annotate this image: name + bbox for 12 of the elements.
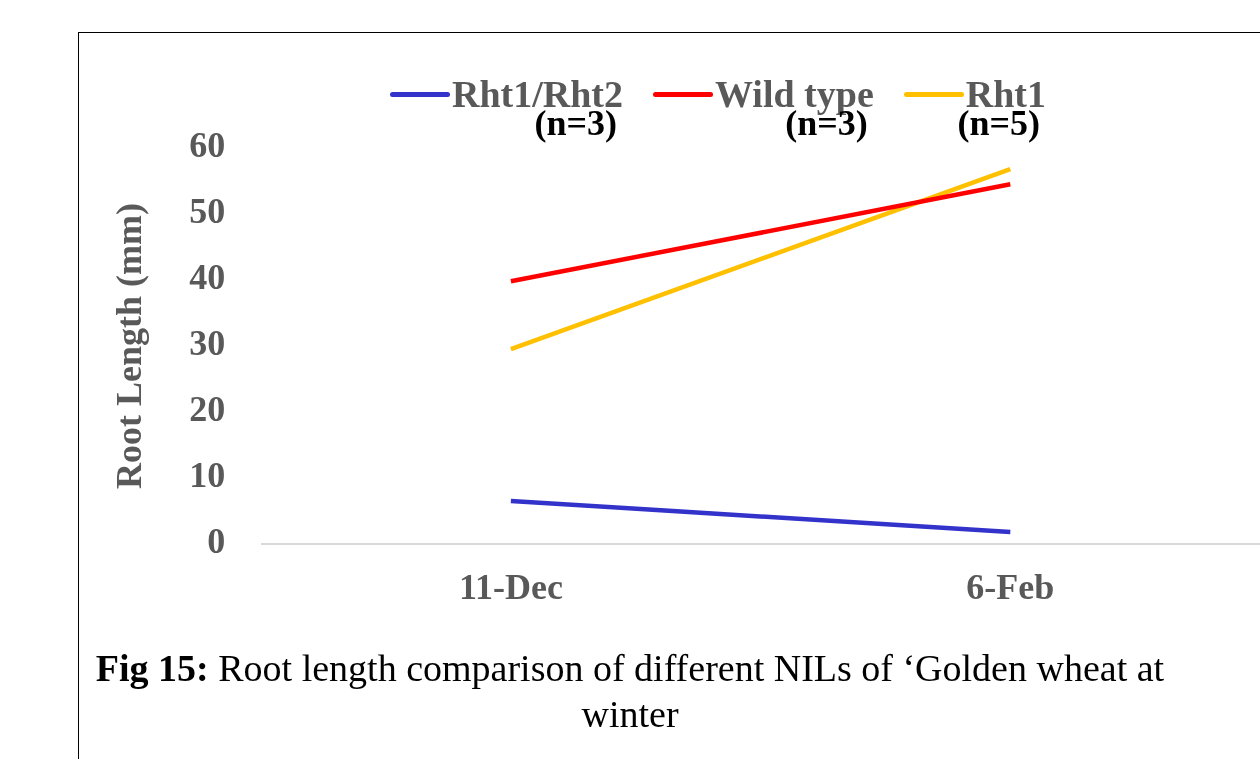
- y-tick-label: 0: [207, 521, 226, 562]
- y-tick-label: 30: [189, 323, 226, 364]
- text: Fig 15:: [95, 647, 209, 689]
- y-axis-title: Root Length (mm): [108, 202, 149, 489]
- text: Root length comparison of different NILs of ‘Golden wheat at winter: [218, 647, 1165, 735]
- y-tick-label: 10: [189, 455, 226, 496]
- y-tick-label: 60: [189, 125, 226, 166]
- y-tick-label: 20: [189, 389, 226, 430]
- y-tick-label: 40: [189, 257, 226, 298]
- x-tick-label: 6-Feb: [966, 566, 1055, 607]
- y-tick-label: 50: [189, 191, 226, 232]
- x-tick-label: 11-Dec: [458, 566, 563, 607]
